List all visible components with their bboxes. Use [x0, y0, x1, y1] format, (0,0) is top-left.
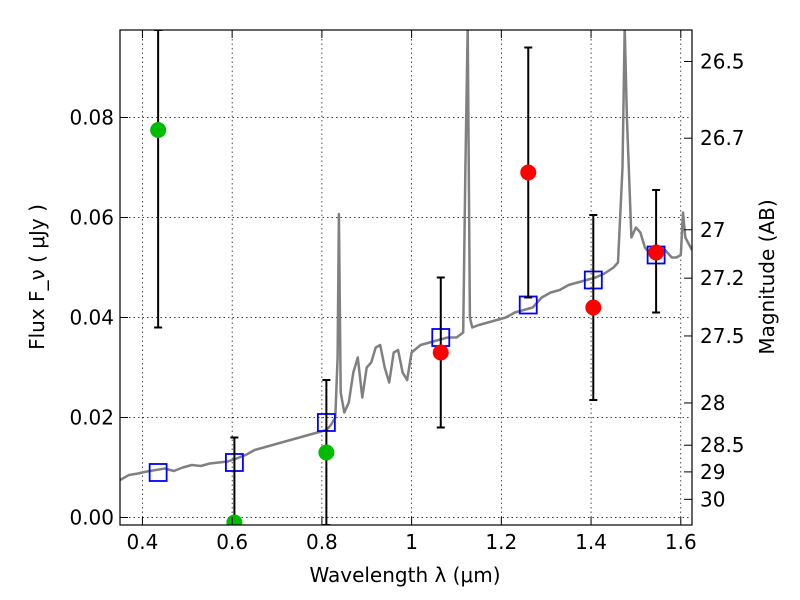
- magnitude-tick-label: 26.7: [700, 126, 745, 150]
- x-axis-label: Wavelength λ (μm): [309, 563, 500, 587]
- magnitude-tick-label: 30: [700, 487, 725, 511]
- magnitude-tick-label: 27.2: [700, 266, 745, 290]
- y-tick-label: 0.00: [69, 506, 114, 530]
- magnitude-axis: 26.5 26.7 27 27.2 27.5 28 28.5 29 30: [684, 49, 745, 511]
- x-tick-label: 0.8: [306, 530, 338, 554]
- y-tick-label: 0.02: [69, 406, 114, 430]
- magnitude-tick-label: 28.5: [700, 433, 745, 457]
- x-tick-label: 1.2: [485, 530, 517, 554]
- model-square-marker: [148, 463, 168, 482]
- red-data-point: [520, 164, 537, 181]
- magnitude-tick-label: 27.5: [700, 324, 745, 348]
- x-axis: 0.4 0.6 0.8 1 1.2 1.4 1.6: [127, 30, 697, 554]
- x-tick-label: 0.6: [216, 530, 248, 554]
- magnitude-axis-label: Magnitude (AB): [755, 199, 779, 354]
- magnitude-tick-label: 28: [700, 391, 725, 415]
- plot-area: [120, 30, 692, 525]
- x-tick-label: 1.6: [665, 530, 697, 554]
- y-axis-label: Flux F_ν ( μJy ): [25, 204, 49, 350]
- magnitude-tick-label: 26.5: [700, 49, 745, 73]
- plot-frame: [119, 29, 693, 526]
- green-data-point: [318, 444, 335, 461]
- y-axis: 0.00 0.02 0.04 0.06 0.08: [69, 106, 128, 530]
- red-data-point: [432, 344, 449, 361]
- y-tick-label: 0.08: [69, 106, 114, 130]
- spectrum-line: [120, 30, 692, 482]
- magnitude-tick-label: 29: [700, 460, 725, 484]
- x-tick-label: 0.4: [127, 530, 159, 554]
- x-tick-label: 1: [405, 530, 418, 554]
- y-tick-label: 0.04: [69, 306, 114, 330]
- plot-content: [120, 30, 692, 525]
- y-tick-label: 0.06: [69, 206, 114, 230]
- green-data-point: [150, 122, 167, 138]
- green-data-point: [226, 514, 243, 525]
- x-tick-label: 1.4: [575, 530, 607, 554]
- grid-lines: [120, 30, 692, 525]
- magnitude-tick-label: 27: [700, 218, 725, 242]
- red-data-point: [648, 244, 665, 261]
- red-data-point: [585, 299, 602, 316]
